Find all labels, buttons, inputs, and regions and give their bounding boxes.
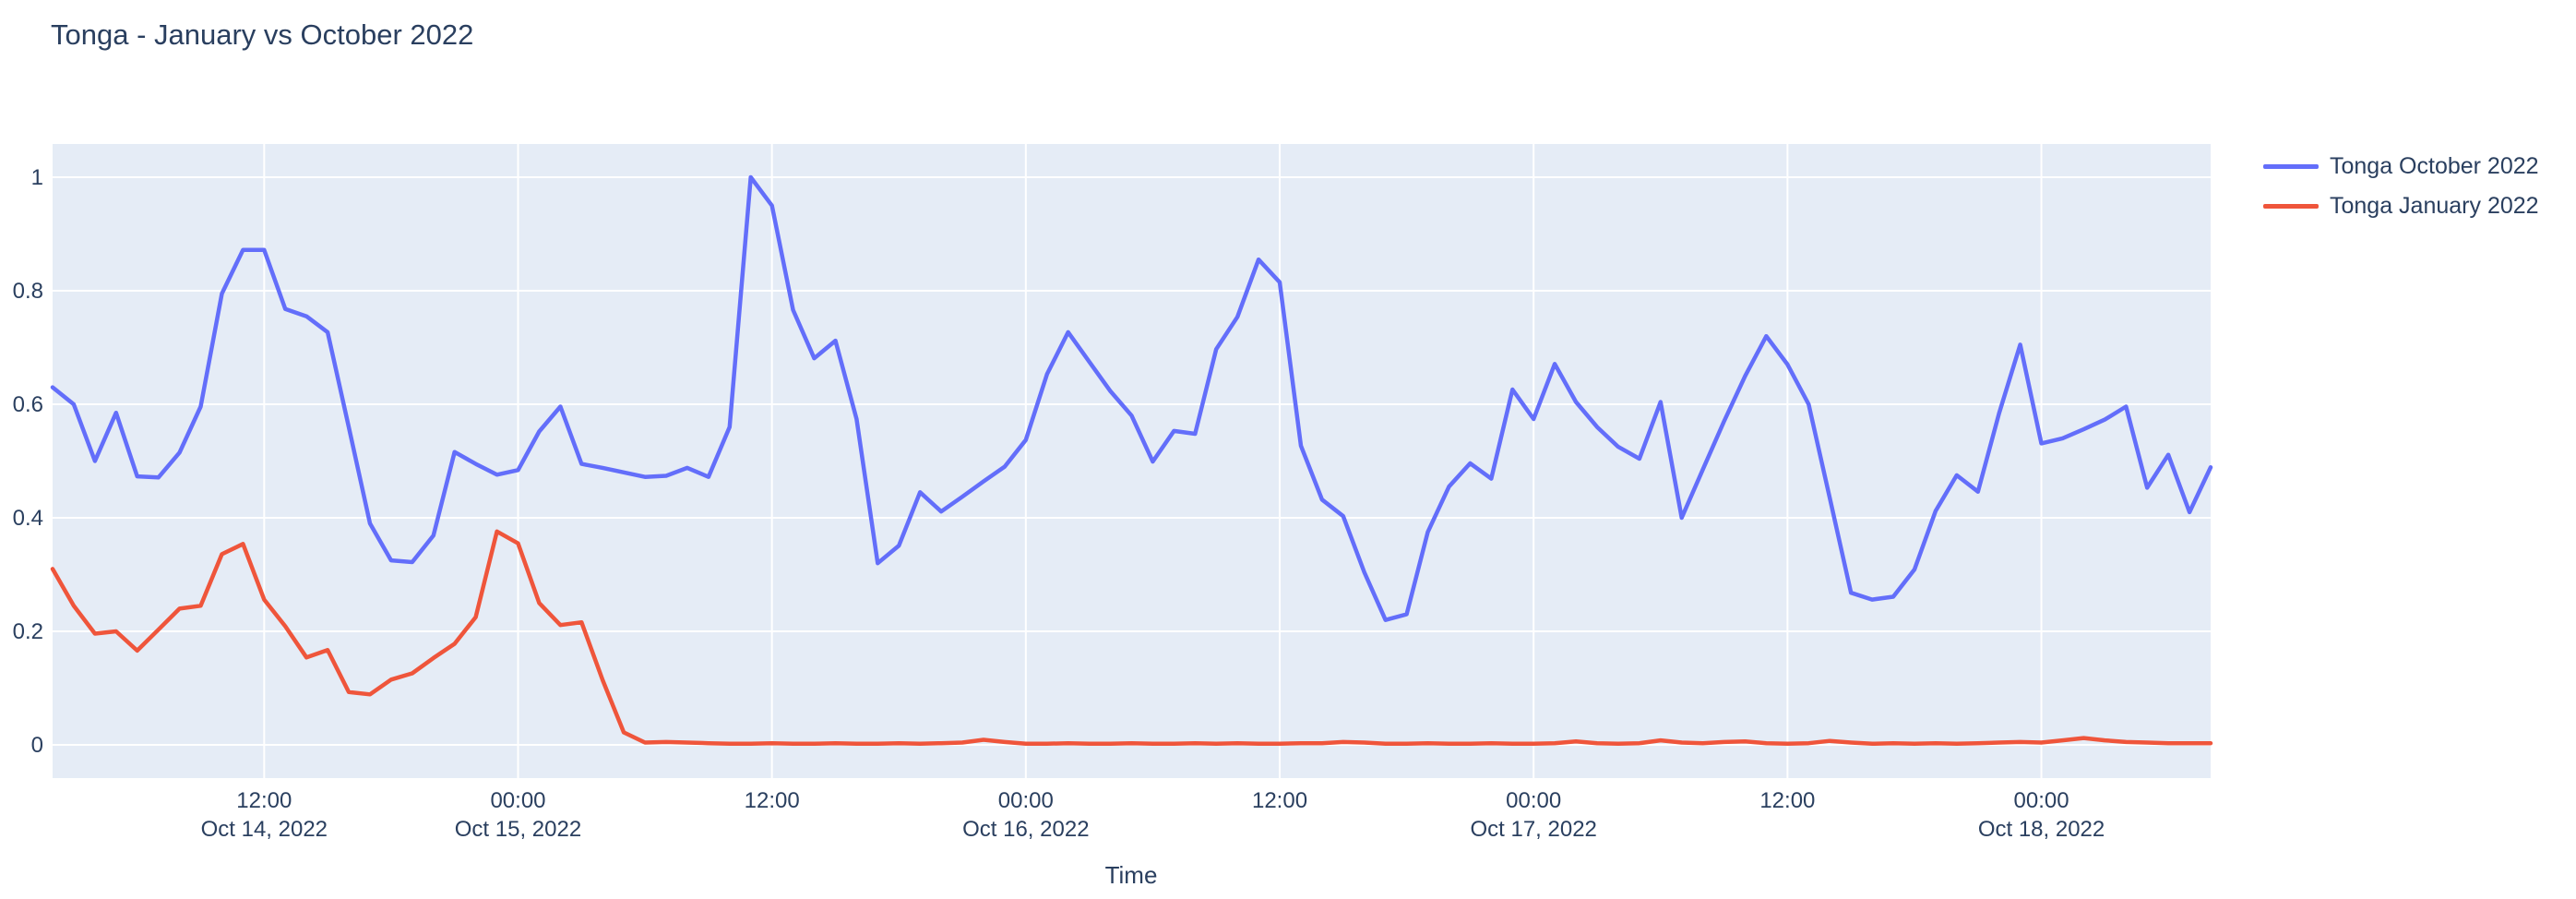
legend-label: Tonga October 2022 — [2330, 153, 2539, 179]
y-axis-tick-labels: 0 0.2 0.4 0.6 0.8 1 — [13, 165, 43, 758]
y-tick-label: 0.6 — [13, 392, 43, 417]
x-tick-label-date: Oct 14, 2022 — [201, 817, 328, 842]
y-tick-label: 0.8 — [13, 279, 43, 304]
y-tick-label: 0 — [31, 733, 43, 758]
y-tick-label: 0.4 — [13, 506, 43, 531]
x-tick-label-time: 12:00 — [236, 788, 292, 813]
x-tick-label-time: 00:00 — [2014, 788, 2069, 813]
y-tick-label: 0.2 — [13, 619, 43, 644]
x-tick-label-date: Oct 16, 2022 — [962, 817, 1089, 842]
x-tick-label-time: 12:00 — [1252, 788, 1307, 813]
legend-swatch-october-line — [2263, 164, 2319, 169]
chart-title: Tonga - January vs October 2022 — [51, 18, 474, 51]
x-tick-label-time: 00:00 — [490, 788, 545, 813]
x-axis-title: Time — [1104, 861, 1158, 889]
x-tick-label-date: Oct 18, 2022 — [1978, 817, 2105, 842]
legend-item-tonga-january-2022[interactable]: Tonga January 2022 — [2263, 193, 2539, 220]
x-tick-label-time: 12:00 — [745, 788, 800, 813]
y-tick-label: 1 — [31, 165, 43, 190]
series-line-tonga-october-2022[interactable] — [50, 174, 2213, 622]
legend: Tonga October 2022 Tonga January 2022 — [2263, 153, 2539, 220]
legend-swatch-january-line — [2263, 204, 2319, 209]
x-tick-label-time: 00:00 — [1506, 788, 1561, 813]
x-tick-label-date: Oct 17, 2022 — [1470, 817, 1596, 842]
legend-item-tonga-october-2022[interactable]: Tonga October 2022 — [2263, 153, 2539, 180]
x-axis-tick-labels: 12:00 Oct 14, 2022 00:00 Oct 15, 2022 12:00 0… — [201, 788, 2105, 842]
x-tick-label-date: Oct 15, 2022 — [455, 817, 581, 842]
x-tick-label-time: 12:00 — [1759, 788, 1815, 813]
series-line-tonga-january-2022[interactable] — [50, 529, 2213, 747]
plot-background — [53, 144, 2211, 778]
gridlines — [53, 144, 2211, 778]
x-tick-label-time: 00:00 — [998, 788, 1054, 813]
legend-label: Tonga January 2022 — [2330, 193, 2539, 219]
